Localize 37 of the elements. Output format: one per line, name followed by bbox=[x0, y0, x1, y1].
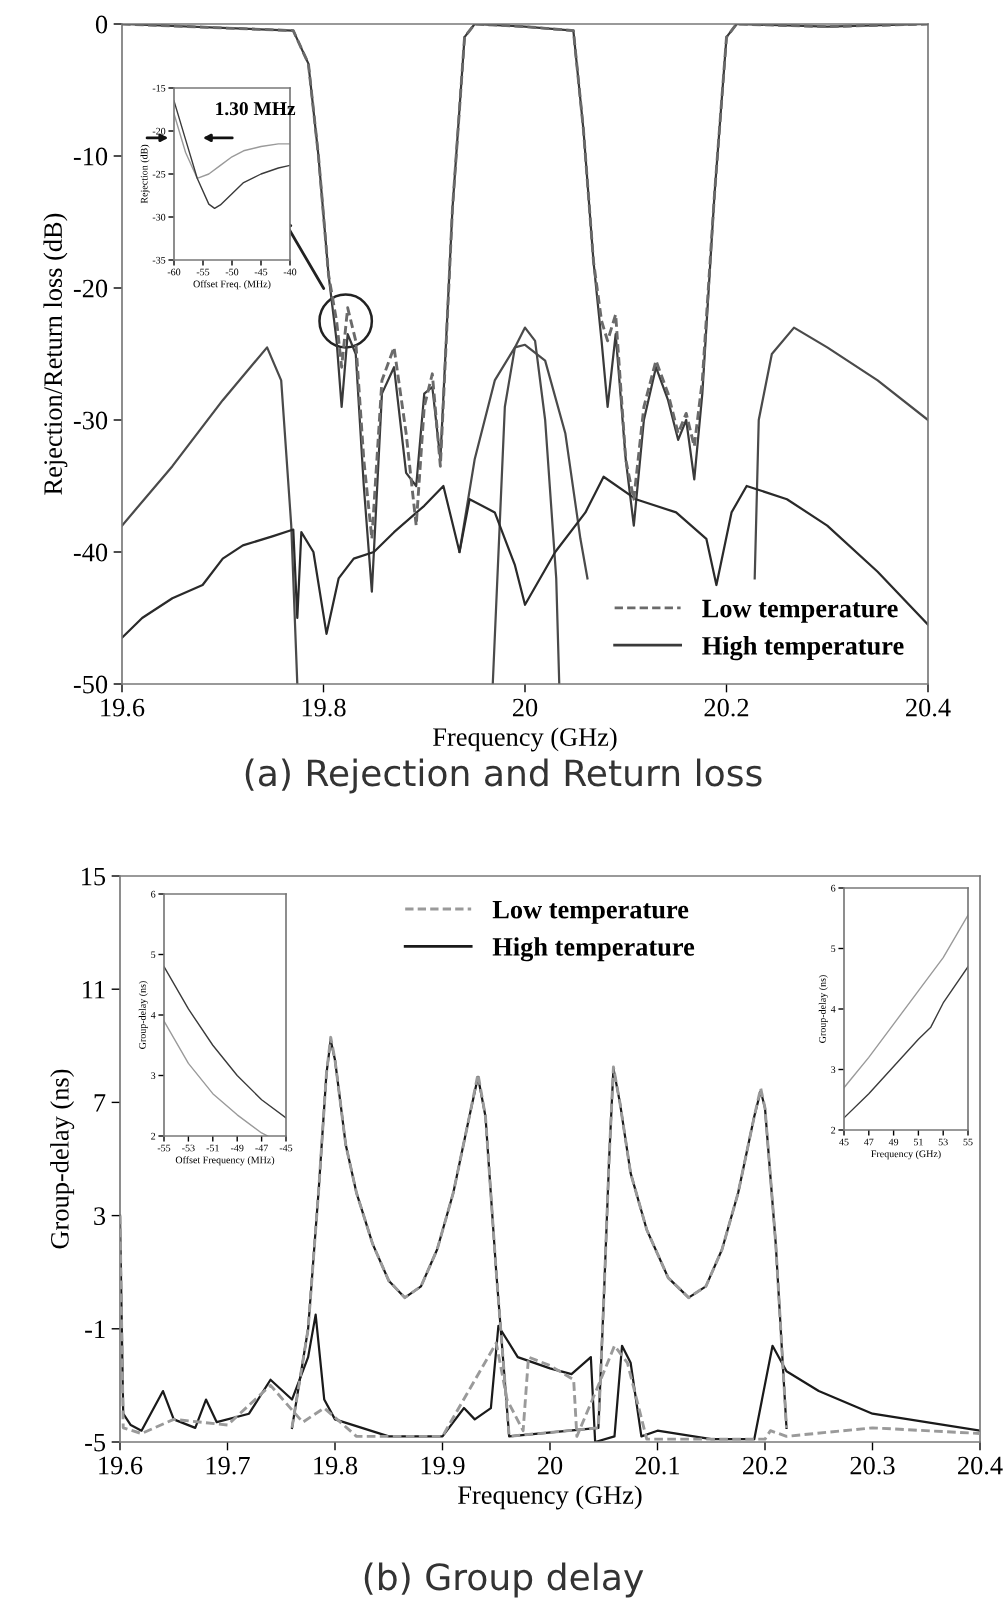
x-tick-label: 20.3 bbox=[850, 1456, 895, 1475]
x-axis-title: Frequency (GHz) bbox=[433, 727, 617, 752]
legend-label: Low temperature bbox=[702, 599, 898, 623]
x-tick-label: 19.9 bbox=[421, 1456, 465, 1475]
x-tick-label: 20.4 bbox=[958, 1456, 1003, 1475]
y-tick-label: 3 bbox=[94, 1207, 106, 1226]
x-tick-label: 19.6 bbox=[101, 698, 145, 717]
x-tick-label: 19.6 bbox=[99, 1456, 143, 1475]
x-tick-label: 19.8 bbox=[302, 698, 346, 717]
x-tick-label: 19.7 bbox=[206, 1456, 250, 1475]
legend-label: High temperature bbox=[492, 937, 695, 962]
y-tick-label: 0 bbox=[95, 15, 108, 34]
y-tick-label: 11 bbox=[83, 980, 105, 999]
x-axis-title: Frequency (GHz) bbox=[458, 1485, 642, 1510]
text: (b) Group delay bbox=[364, 1562, 644, 1598]
x-tick-label: 20.2 bbox=[704, 698, 749, 717]
text: (a) Rejection and Return loss bbox=[245, 758, 762, 794]
x-tick-label: 19.8 bbox=[314, 1456, 358, 1475]
y-axis-title: Rejection/Return loss (dB) bbox=[43, 213, 68, 495]
y-tick-label: 7 bbox=[94, 1094, 106, 1112]
x-tick-label: 20.4 bbox=[906, 698, 951, 717]
x-tick-label: 20 bbox=[512, 698, 538, 717]
y-tick-label: -1 bbox=[85, 1320, 105, 1338]
x-tick-label: 20.1 bbox=[635, 1456, 680, 1475]
y-tick-label: -50 bbox=[73, 675, 108, 694]
y-tick-label: -40 bbox=[73, 543, 108, 562]
annotation: 1.30 MHz bbox=[216, 102, 296, 116]
y-tick-label: 15 bbox=[82, 867, 106, 886]
y-tick-label: -20 bbox=[73, 279, 108, 298]
x-tick-label: 20 bbox=[537, 1456, 563, 1475]
y-tick-label: -10 bbox=[73, 147, 108, 166]
x-tick-label: 20.2 bbox=[743, 1456, 787, 1475]
legend-label: High temperature bbox=[702, 636, 904, 661]
y-tick-label: -5 bbox=[85, 1433, 106, 1452]
y-axis-title: Group-delay (ns) bbox=[50, 1069, 75, 1249]
y-tick-label: -30 bbox=[73, 411, 108, 430]
legend-label: Low temperature bbox=[492, 900, 689, 924]
